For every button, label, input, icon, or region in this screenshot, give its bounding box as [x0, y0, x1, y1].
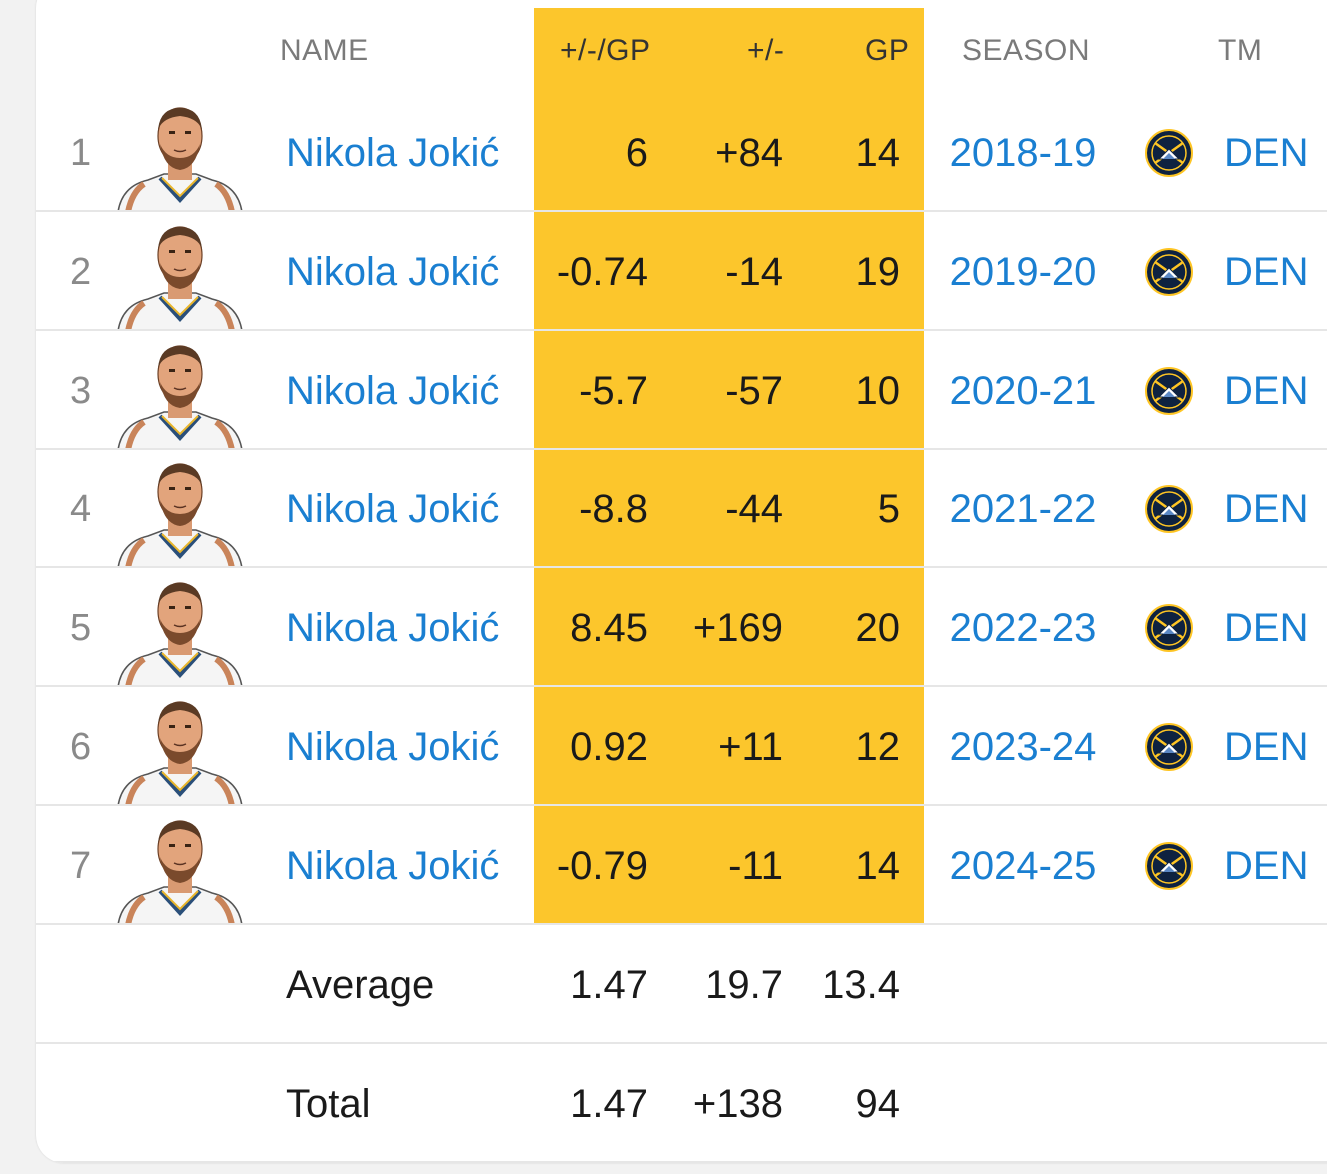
- header-plus-minus-per-gp[interactable]: +/-/GP: [560, 34, 651, 67]
- summary-gp: 94: [855, 1081, 901, 1126]
- plus-minus-per-gp-cell: -8.8: [579, 487, 648, 532]
- plus-minus-per-gp-cell: 8.45: [570, 606, 648, 651]
- season-link[interactable]: 2020-21: [949, 368, 1097, 413]
- nuggets-logo-icon: [1145, 723, 1193, 771]
- summary-gp: 13.4: [822, 963, 900, 1007]
- header-season[interactable]: SEASON: [962, 34, 1091, 67]
- stats-table-card: NAME +/-/GP +/- GP SEASON TM 1 Ni: [36, 0, 1327, 1163]
- nuggets-logo-icon: [1145, 604, 1193, 653]
- header-gp[interactable]: GP: [865, 34, 910, 67]
- gp-cell: 19: [855, 249, 901, 294]
- plus-minus-per-gp-cell: -5.7: [579, 368, 648, 413]
- team-link[interactable]: DEN: [1224, 368, 1309, 413]
- nuggets-logo-icon: [1145, 841, 1193, 890]
- nuggets-logo-icon: [1145, 485, 1193, 534]
- row-divider: [36, 1160, 1327, 1163]
- player-name-link[interactable]: Nikola Jokić: [286, 131, 500, 175]
- plus-minus-cell: -14: [725, 249, 783, 294]
- table-row[interactable]: 1 Nikola Jokić 6 +84 14 2018-19: [36, 94, 1327, 213]
- summary-row: Total 1.47 +138 94: [36, 1045, 1327, 1163]
- plus-minus-per-gp-cell: 0.92: [570, 725, 648, 769]
- header-name[interactable]: NAME: [280, 34, 369, 67]
- gp-cell: 14: [855, 131, 901, 175]
- player-name-link[interactable]: Nikola Jokić: [286, 725, 500, 769]
- rank-cell: 1: [70, 132, 92, 174]
- plus-minus-cell: -11: [728, 843, 783, 888]
- season-link[interactable]: 2019-20: [949, 249, 1097, 294]
- gp-cell: 5: [877, 487, 900, 532]
- row-divider: [36, 685, 1327, 688]
- gp-cell: 14: [855, 843, 901, 888]
- row-divider: [36, 922, 1327, 925]
- summary-plus-minus: +138: [692, 1081, 783, 1126]
- player-avatar-icon: [114, 219, 246, 332]
- nuggets-logo-icon: [1145, 366, 1193, 415]
- player-name-link[interactable]: Nikola Jokić: [286, 606, 500, 651]
- plus-minus-cell: -44: [725, 487, 783, 532]
- gp-cell: 20: [855, 606, 901, 651]
- rank-cell: 2: [70, 250, 92, 293]
- row-divider: [36, 566, 1327, 569]
- table-row[interactable]: 5 Nikola Jokić 8.45 +169 20 2022-23: [36, 569, 1327, 688]
- season-link[interactable]: 2018-19: [949, 131, 1097, 175]
- header-plus-minus[interactable]: +/-: [747, 34, 785, 67]
- table-row[interactable]: 2 Nikola Jokić -0.74 -14 19 2019-20: [36, 213, 1327, 332]
- gp-cell: 12: [855, 725, 901, 769]
- team-link[interactable]: DEN: [1224, 249, 1309, 294]
- table-row[interactable]: 6 Nikola Jokić 0.92 +11 12 2023-24: [36, 688, 1327, 807]
- table-row[interactable]: 4 Nikola Jokić -8.8 -44 5 2021-22: [36, 450, 1327, 570]
- nuggets-logo-icon: [1145, 247, 1193, 296]
- rank-cell: 6: [70, 726, 92, 768]
- row-divider: [36, 328, 1327, 331]
- player-name-link[interactable]: Nikola Jokić: [286, 487, 500, 532]
- season-link[interactable]: 2021-22: [949, 487, 1097, 532]
- nuggets-logo-icon: [1145, 129, 1193, 177]
- plus-minus-cell: +169: [692, 606, 783, 651]
- header-team[interactable]: TM: [1218, 34, 1263, 67]
- player-avatar-icon: [114, 575, 246, 688]
- plus-minus-per-gp-cell: -0.79: [556, 843, 648, 888]
- plus-minus-per-gp-cell: 6: [625, 131, 648, 175]
- team-link[interactable]: DEN: [1224, 131, 1309, 175]
- summary-row: Average 1.47 19.7 13.4: [36, 926, 1327, 1044]
- team-link[interactable]: DEN: [1224, 487, 1309, 532]
- season-link[interactable]: 2023-24: [949, 725, 1097, 769]
- table-header: NAME +/-/GP +/- GP SEASON TM: [36, 8, 1327, 94]
- row-divider: [36, 210, 1327, 212]
- summary-plus-minus-per-gp: 1.47: [570, 1081, 648, 1126]
- rank-cell: 7: [70, 844, 92, 887]
- team-link[interactable]: DEN: [1224, 606, 1309, 651]
- summary-label: Total: [286, 1081, 371, 1126]
- summary-label: Average: [286, 963, 435, 1007]
- row-divider: [36, 804, 1327, 806]
- season-link[interactable]: 2024-25: [949, 843, 1097, 888]
- player-avatar-icon: [114, 338, 246, 451]
- player-name-link[interactable]: Nikola Jokić: [286, 249, 500, 294]
- table-row[interactable]: 7 Nikola Jokić -0.79 -11 14 2024-25: [36, 807, 1327, 926]
- rank-cell: 5: [70, 607, 92, 650]
- team-link[interactable]: DEN: [1224, 725, 1309, 769]
- player-avatar-icon: [114, 100, 246, 213]
- row-divider: [36, 447, 1327, 450]
- summary-plus-minus: 19.7: [705, 963, 783, 1007]
- row-divider: [36, 1042, 1327, 1044]
- rank-cell: 3: [70, 369, 92, 412]
- plus-minus-cell: -57: [725, 368, 783, 413]
- player-name-link[interactable]: Nikola Jokić: [286, 843, 500, 888]
- player-avatar-icon: [114, 694, 246, 807]
- table-row[interactable]: 3 Nikola Jokić -5.7 -57 10 2020-21: [36, 332, 1327, 451]
- sorted-column-highlight: [534, 8, 924, 925]
- player-avatar-icon: [114, 456, 246, 570]
- plus-minus-cell: +11: [718, 725, 783, 769]
- plus-minus-cell: +84: [715, 131, 783, 175]
- summary-plus-minus-per-gp: 1.47: [570, 963, 648, 1007]
- plus-minus-per-gp-cell: -0.74: [556, 249, 648, 294]
- rank-cell: 4: [70, 488, 92, 531]
- player-name-link[interactable]: Nikola Jokić: [286, 368, 500, 413]
- player-avatar-icon: [114, 813, 246, 926]
- season-link[interactable]: 2022-23: [949, 606, 1097, 651]
- gp-cell: 10: [855, 368, 901, 413]
- team-link[interactable]: DEN: [1224, 843, 1309, 888]
